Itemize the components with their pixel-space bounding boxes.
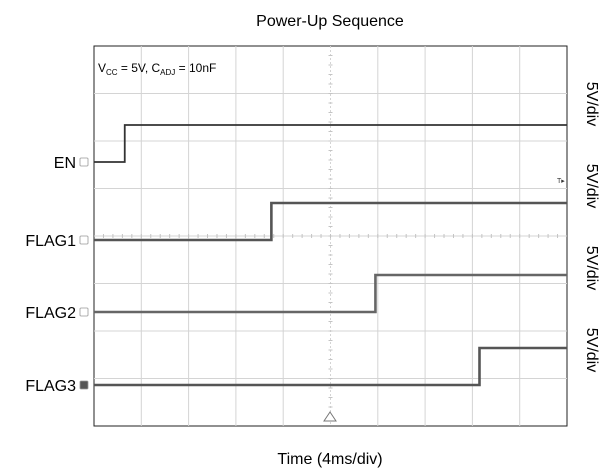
series-label-flag1: FLAG1 xyxy=(25,233,76,250)
series-label-en: EN xyxy=(54,155,76,172)
trace-en xyxy=(94,124,567,163)
scale-label-flag2: 5V/div xyxy=(583,246,600,290)
x-axis-label: Time (4ms/div) xyxy=(277,451,382,468)
trigger-level-marker: T▸ xyxy=(557,178,565,185)
trace-flag3 xyxy=(94,346,567,387)
chart-title: Power-Up Sequence xyxy=(256,13,404,30)
trace-flag2 xyxy=(94,273,567,314)
series-labels: EN FLAG1 FLAG2 FLAG3 xyxy=(25,155,89,395)
series-label-flag3: FLAG3 xyxy=(25,378,76,395)
ground-marker-flag3 xyxy=(79,380,89,390)
scale-label-flag3: 5V/div xyxy=(583,328,600,372)
series-label-flag2: FLAG2 xyxy=(25,305,76,322)
ground-marker-flag2 xyxy=(79,307,89,317)
scale-label-flag1: 5V/div xyxy=(583,164,600,208)
condition-label: VCC = 5V, CADJ = 10nF xyxy=(98,61,216,77)
ground-marker-flag1 xyxy=(79,235,89,245)
trace-flag1 xyxy=(94,201,567,242)
trigger-position-marker xyxy=(323,411,337,422)
ground-marker-en xyxy=(79,157,89,167)
scale-label-en: 5V/div xyxy=(583,82,600,126)
traces xyxy=(94,124,567,387)
scale-labels: 5V/div 5V/div 5V/div 5V/div xyxy=(583,82,600,372)
grid xyxy=(94,46,567,426)
